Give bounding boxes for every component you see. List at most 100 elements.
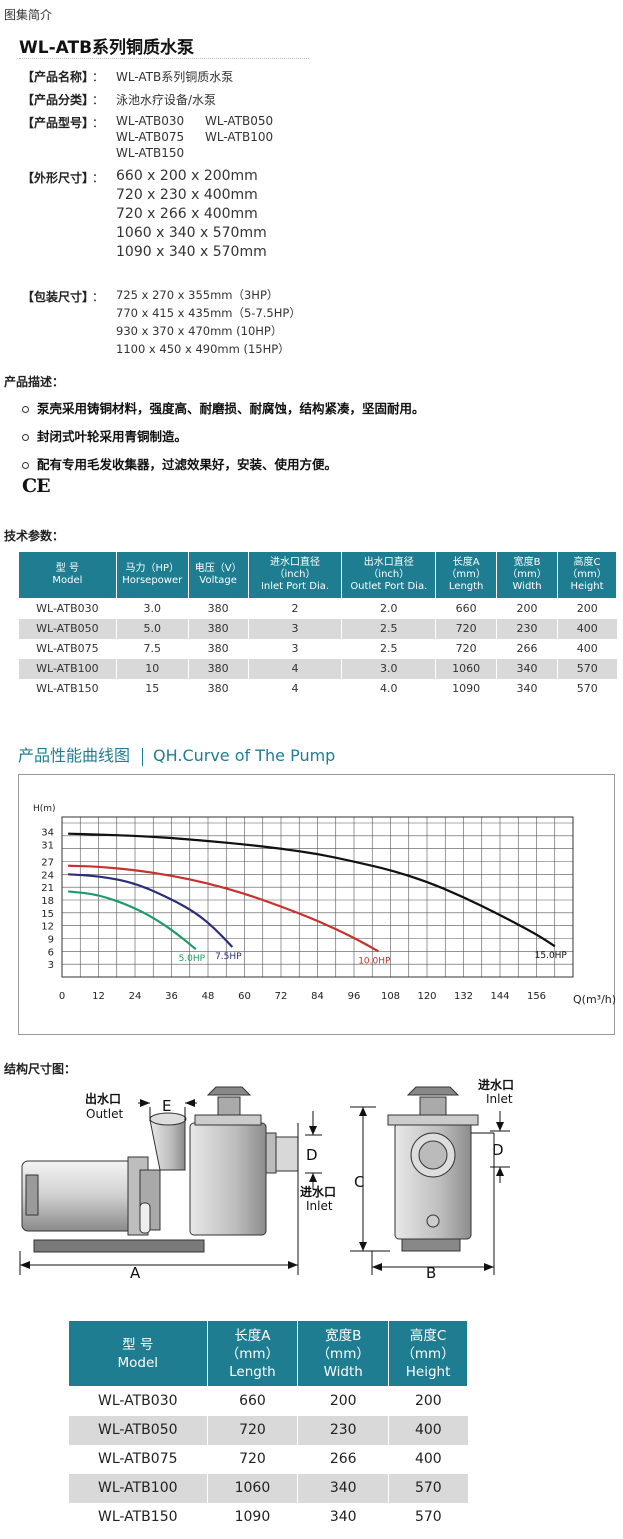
dimensions-table: 型 号 Model 长度A （mm） Length 宽度B （mm） Width 高度C （mm）… [68,1320,468,1532]
model-value: WL-ATB150 [116,146,185,160]
x-tick-label: 144 [490,991,509,1002]
curve-chart-frame: 3 6 9 12 15 18 21 24 27 31 34 0 12 24 36 48 60 72 84 96 108 1… [18,774,616,1035]
table-row: WL-ATB030 660 200 200 [68,1386,468,1416]
table-cell: 266 [496,638,558,659]
table-cell: 2 [247,598,342,619]
curve-section-title: 产品性能曲线图 QH.Curve of The Pump [18,742,335,766]
table-cell: 1060 [435,658,497,679]
table-row: WL-ATB150 15 380 4 4.0 1090 340 570 [18,678,617,699]
series-label: 10.0HP [358,956,391,966]
table-cell: WL-ATB100 [18,658,117,679]
x-tick-label: 12 [92,991,105,1002]
table-cell: 720 [435,638,497,659]
table-cell: 3 [247,638,342,659]
table-cell: 200 [496,598,558,619]
column-header: 高度C （mm） Height [388,1320,468,1387]
y-tick-label: 9 [48,935,54,946]
feature-text: 封闭式叶轮采用青铜制造。 [37,429,188,444]
table-cell: WL-ATB050 [18,618,117,639]
table-cell: 2.5 [341,638,436,659]
table-cell: WL-ATB150 [68,1502,208,1532]
table-cell: 3.0 [115,598,189,619]
table-cell: 380 [187,678,249,699]
x-tick-label: 48 [202,991,215,1002]
column-header: 出水口直径 （inch） Outlet Port Dia. [341,551,437,599]
table-cell: 200 [388,1386,468,1416]
separator: ： [92,70,105,84]
column-header: 型 号 Model [18,551,117,599]
feature-text: 配有专用毛发收集器，过滤效果好，安装、使用方便。 [37,457,338,472]
pack-value: 930 x 370 x 470mm (10HP） [116,324,283,338]
table-cell: 570 [557,678,617,699]
structure-diagram: 出水口 Outlet E D 进水口 Inlet A 进水口 Inlet D C… [19,1077,514,1282]
pump-front-view [387,1086,479,1252]
table-cell: 340 [297,1502,389,1532]
table-row: WL-ATB030 3.0 380 2 2.0 660 200 200 [18,598,617,619]
column-header: 高度C （mm） Height [557,551,617,599]
series-label: 7.5HP [215,952,242,962]
series-line [68,832,556,948]
name-key: 【产品名称】 [22,70,95,84]
series-line [68,873,234,948]
table-cell: 720 [435,618,497,639]
table-cell: WL-ATB150 [18,678,117,699]
x-tick-label: 72 [275,991,288,1002]
inlet-label-cn-right: 进水口 [478,1077,514,1092]
size-key: 【外形尺寸】 [22,171,95,185]
table-cell: 570 [557,658,617,679]
table-cell: 1060 [206,1473,298,1503]
column-header: 进水口直径 （inch） Inlet Port Dia. [247,551,343,599]
y-axis-label: H(m) [33,804,56,814]
category-value: 泳池水疗设备/水泵 [116,93,217,107]
size-value: 1090 x 340 x 570mm [116,244,267,260]
table-cell: 200 [297,1386,389,1416]
model-value: WL-ATB075 [116,130,185,144]
table-cell: 380 [187,618,249,639]
table-cell: 2.0 [341,598,436,619]
table-cell: 230 [496,618,558,639]
y-tick-label: 34 [41,828,54,839]
pack-value: 725 x 270 x 355mm（3HP） [116,288,279,302]
table-header-row: 型 号 Model 长度A （mm） Length 宽度B （mm） Width 高度C （mm）… [68,1320,468,1387]
separator: ： [92,116,105,130]
column-header: 长度A （mm） Length [206,1320,299,1387]
x-tick-label: 108 [381,991,400,1002]
dimension-lines-left [19,1107,322,1275]
inlet-label-cn: 进水口 [300,1184,336,1199]
x-axis-label: Q(m³/h) [573,993,616,1006]
table-cell: 1090 [206,1502,298,1532]
table-cell: WL-ATB030 [68,1386,208,1416]
column-header: 宽度B （mm） Width [297,1320,390,1387]
series-line [68,864,379,953]
series-line [67,890,197,951]
product-title: WL-ATB系列铜质水泵 [19,38,195,58]
table-cell: 4.0 [341,678,436,699]
model-value: WL-ATB030 [116,114,185,128]
table-cell: 720 [206,1415,298,1445]
y-tick-label: 15 [41,909,54,920]
table-cell: 720 [206,1444,298,1474]
table-row: WL-ATB075 7.5 380 3 2.5 720 266 400 [18,638,617,659]
y-tick-label: 18 [41,896,54,907]
y-tick-label: 6 [48,947,54,958]
pack-value: 770 x 415 x 435mm（5-7.5HP） [116,306,301,320]
curve-title-en: QH.Curve of The Pump [153,746,336,765]
column-header: 电压（V） Voltage [187,551,249,599]
separator: ： [92,171,105,185]
x-tick-label: 132 [454,991,473,1002]
inlet-label-en: Inlet [306,1199,333,1213]
table-cell: 400 [388,1415,468,1445]
table-row: WL-ATB100 1060 340 570 [68,1473,468,1503]
table-cell: WL-ATB075 [18,638,117,659]
dim-a-label: A [130,1264,141,1282]
model-value: WL-ATB100 [205,130,274,144]
structure-heading: 结构尺寸图： [4,1062,77,1076]
x-tick-label: 0 [59,991,65,1002]
pack-key: 【包装尺寸】 [22,290,95,304]
feature-bullet: 配有专用毛发收集器，过滤效果好，安装、使用方便。 [22,454,337,473]
y-tick-label: 3 [48,960,54,971]
table-cell: 15 [115,678,189,699]
table-row: WL-ATB050 5.0 380 3 2.5 720 230 400 [18,618,617,639]
series-label: 15.0HP [535,951,568,961]
table-cell: 3.0 [341,658,436,679]
